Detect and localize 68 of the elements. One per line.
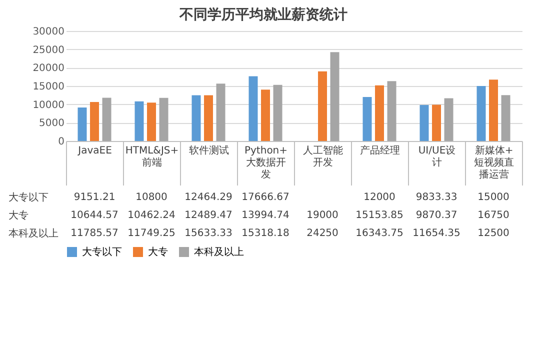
data-label: 9870.37 <box>416 210 458 221</box>
y-tick-label: 10000 <box>32 100 64 111</box>
data-label: 15153.85 <box>356 210 404 221</box>
data-label: 9833.33 <box>416 192 458 203</box>
data-label: 15633.33 <box>184 228 232 239</box>
data-label: 17666.67 <box>242 192 290 203</box>
data-label: 12489.47 <box>184 210 232 221</box>
y-tick-label: 5000 <box>39 118 64 130</box>
text: 大专 <box>8 210 28 222</box>
data-label: 13994.74 <box>242 210 290 221</box>
bar <box>387 81 396 141</box>
bar <box>134 101 144 141</box>
x-tick-label: 人工智能开发 <box>303 144 343 168</box>
data-label: 9151.21 <box>74 192 116 203</box>
data-label: 11654.35 <box>412 228 460 239</box>
bar <box>489 80 498 141</box>
x-tick-label: HTML&JS+前端 <box>125 146 179 168</box>
bar <box>248 76 258 141</box>
y-tick-label: 25000 <box>32 44 64 56</box>
y-tick-label: 0 <box>58 136 64 148</box>
bar <box>330 52 340 141</box>
bar <box>204 95 213 141</box>
bar <box>362 97 372 141</box>
data-label: 12500 <box>478 228 510 239</box>
x-tick-label: 产品经理 <box>360 144 400 156</box>
data-label: 12464.29 <box>184 192 232 203</box>
bar <box>102 98 112 141</box>
data-label: 10644.57 <box>70 210 118 221</box>
bar <box>216 84 226 141</box>
bar <box>147 102 156 141</box>
text: 大专以下 <box>8 192 48 204</box>
data-label: 16750 <box>478 210 510 221</box>
y-tick-label: 20000 <box>32 63 64 74</box>
chart-title: 不同学历平均就业薪资统计 <box>178 6 348 23</box>
data-label: 11749.25 <box>128 228 176 239</box>
x-tick-label: 软件测试 <box>189 144 229 156</box>
bar <box>159 98 168 141</box>
x-tick-label: JavaEE <box>77 146 112 156</box>
bar <box>261 90 270 141</box>
legend-label: 大专 <box>148 246 168 258</box>
data-label: 19000 <box>306 210 338 221</box>
data-label: 10800 <box>136 192 168 203</box>
bar <box>420 104 429 141</box>
data-label: 16343.75 <box>356 228 404 239</box>
bar <box>273 84 282 141</box>
data-label: 15318.18 <box>242 228 290 239</box>
bar <box>192 95 201 141</box>
y-tick-label: 30000 <box>32 26 64 38</box>
data-label: 10462.24 <box>128 210 176 221</box>
bar <box>444 98 454 141</box>
bar <box>375 85 384 141</box>
legend-label: 本科及以上 <box>194 246 244 258</box>
bar <box>318 71 327 141</box>
x-tick-label: Python+大数据开发 <box>244 146 288 180</box>
data-label: 15000 <box>478 192 510 203</box>
data-label: 12000 <box>364 192 396 203</box>
bar <box>432 104 441 141</box>
x-tick-label: 新媒体+短视频直播运营 <box>474 144 514 180</box>
legend-label: 大专以下 <box>82 246 122 258</box>
data-label: 24250 <box>306 228 338 239</box>
bar <box>90 102 99 141</box>
bar <box>501 95 510 141</box>
data-label: 11785.57 <box>70 228 118 239</box>
x-tick-label: UI/UE设计 <box>418 144 456 168</box>
bar <box>476 86 486 141</box>
text: 本科及以上 <box>8 228 58 240</box>
y-tick-label: 15000 <box>32 82 64 92</box>
bar <box>78 107 87 141</box>
